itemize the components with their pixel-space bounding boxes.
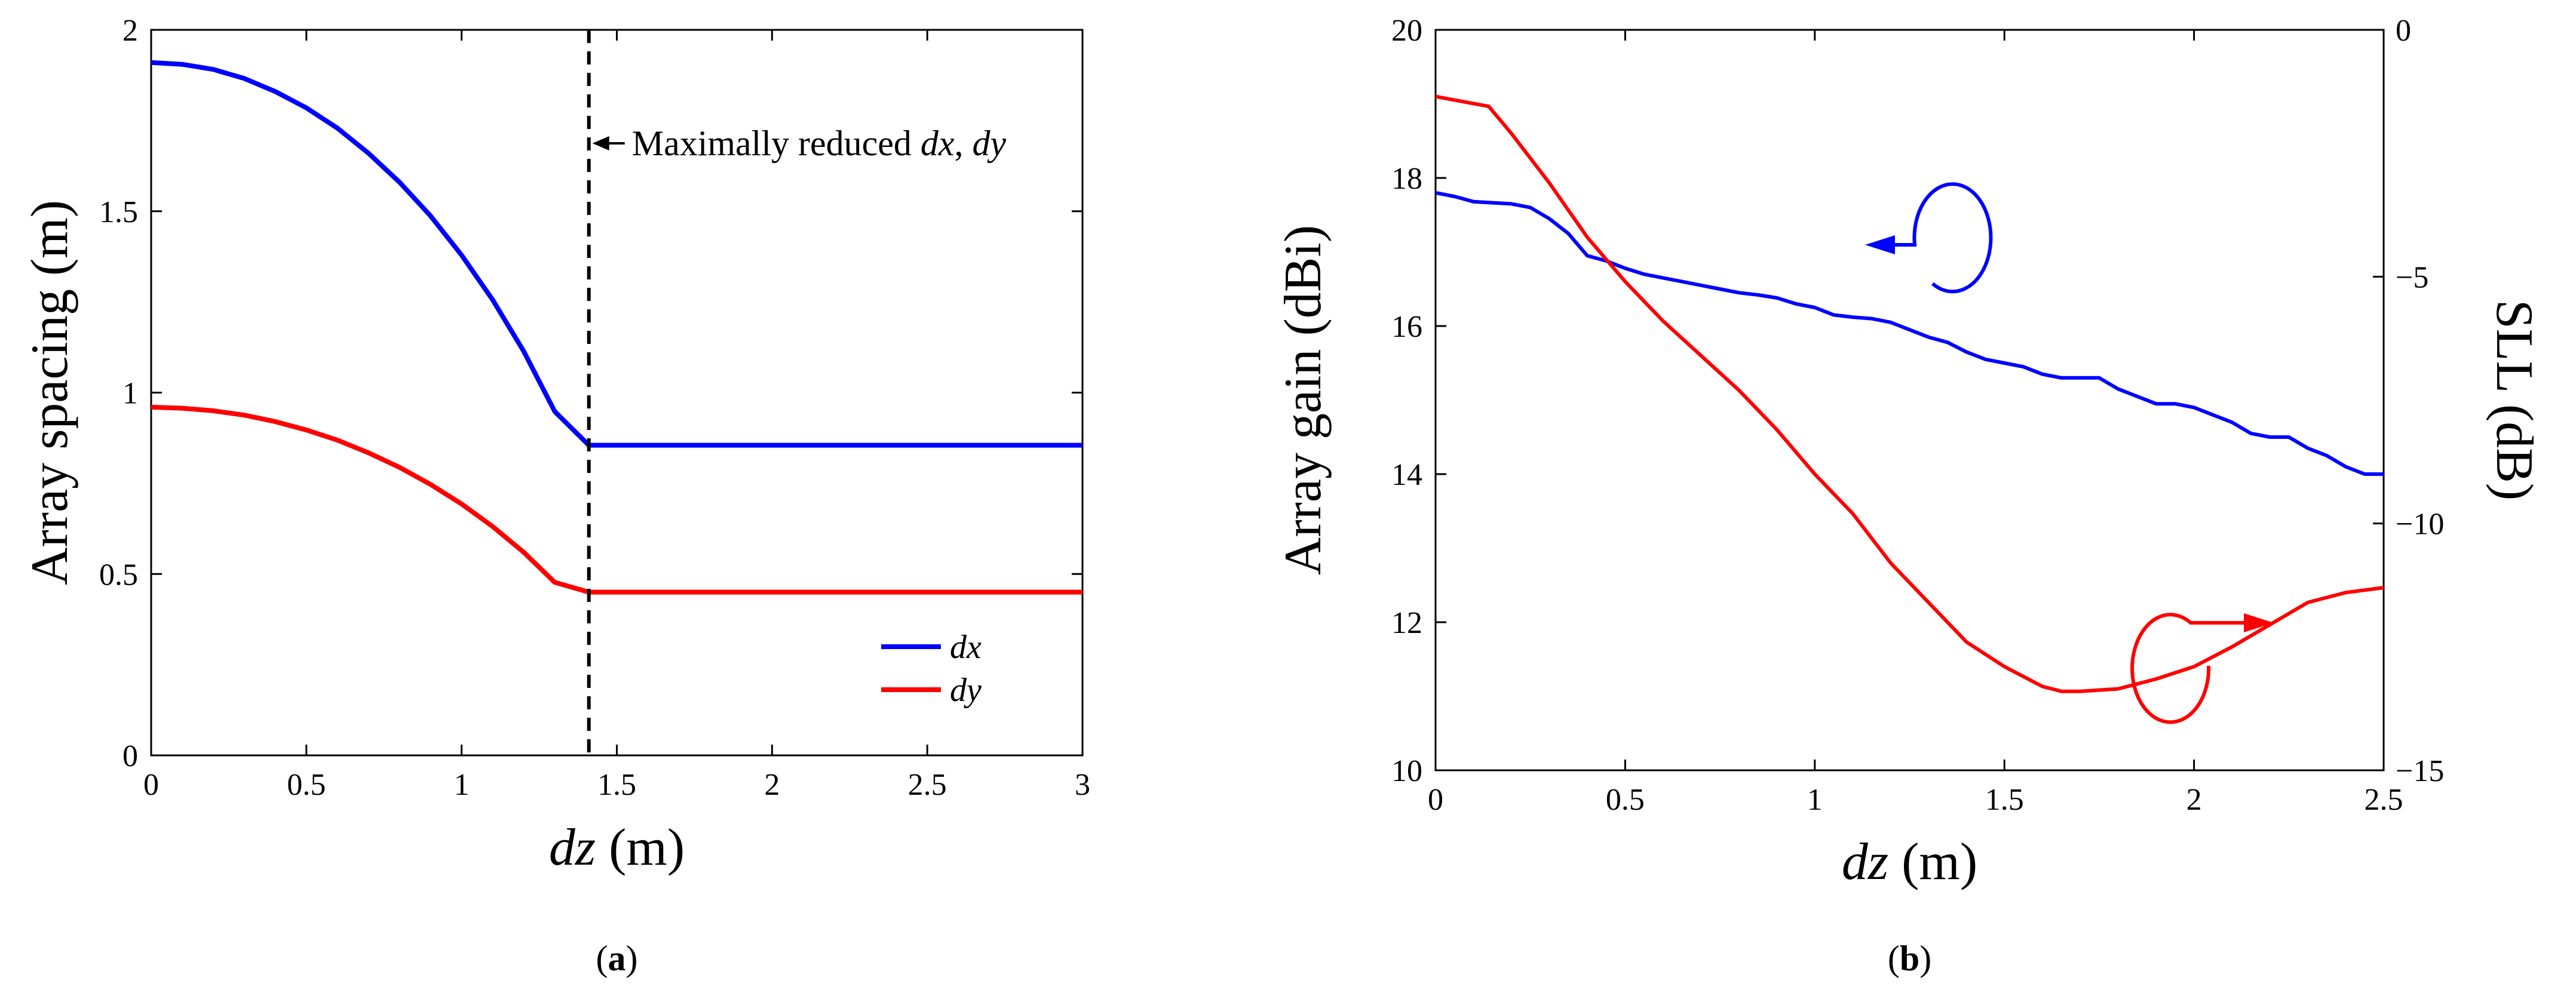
x-tick-label: 0.5: [1606, 783, 1645, 817]
series-line-dx: [151, 60, 1082, 448]
y-tick-label: 12: [1391, 606, 1422, 640]
panel-a-legend: dx dy: [881, 629, 982, 709]
legend-label-dx: dx: [950, 629, 982, 666]
gain-axis-indicator: [1865, 182, 1993, 294]
y-tick-label: 0: [122, 739, 138, 773]
panel-b-plot-frame: [1434, 29, 2385, 771]
x-tick-label: 0: [143, 768, 159, 802]
annotation-text-dx: dx: [921, 124, 955, 163]
y-tick-label: 10: [1391, 754, 1422, 788]
series-line-sll: [1435, 94, 2384, 693]
x-tick-label: 2.5: [908, 768, 947, 802]
panel-b-y-axis-title: Array gain (dBi): [1274, 225, 1332, 575]
panel-label-paren-open: (: [1888, 939, 1900, 978]
panel-a-annotation: Maximally reduced dx, dy: [592, 124, 1007, 163]
annotation-text: Maximally reduced dx, dy: [632, 124, 1007, 163]
panel-a-chart: 0 0.5 1 1.5 2 2.5 3 0 0.5 1 1.5 2 Maximally reduced…: [21, 14, 1090, 877]
panel-label-letter: b: [1900, 939, 1919, 978]
sll-axis-indicator: [2130, 613, 2274, 724]
panel-label-paren-close: ): [626, 939, 638, 978]
y2-tick-label: 0: [2396, 14, 2411, 48]
panel-label-paren-open: (: [596, 939, 608, 978]
x-axis-title-variable: dz: [549, 819, 596, 877]
panel-a-series: [151, 60, 1082, 595]
series-line-array-gain: [1435, 190, 2384, 476]
y2-tick-label: −15: [2396, 754, 2444, 788]
panel-b-chart: 0 0.5 1 1.5 2 2.5 10 12 14 16 18 20 −15 −10 −5 0 dz (m)…: [1274, 14, 2543, 891]
y-tick-label: 14: [1391, 458, 1422, 492]
panel-b-series: [1435, 94, 2384, 693]
panel-a-label: (a): [596, 939, 638, 978]
y-tick-label: 16: [1391, 310, 1422, 344]
y-tick-label: 2: [122, 14, 138, 48]
y-tick-label: 1.5: [99, 195, 138, 229]
x-tick-label: 1: [1807, 783, 1823, 817]
annotation-text-plain: Maximally reduced: [632, 124, 921, 163]
y-tick-label: 0.5: [99, 558, 138, 592]
legend-label-dy: dy: [950, 672, 982, 709]
x-tick-label: 0.5: [287, 768, 326, 802]
panel-label-letter: a: [608, 939, 626, 978]
circular-arrow-icon: [2130, 613, 2246, 724]
y-tick-label: 20: [1391, 14, 1422, 48]
x-axis-title-unit: (m): [596, 819, 685, 877]
circular-arrow-icon: [1895, 182, 1993, 294]
panel-b-ticks: 0 0.5 1 1.5 2 2.5 10 12 14 16 18 20 −15 −10 −5 0: [1391, 14, 2444, 817]
x-tick-label: 1.5: [597, 768, 636, 802]
x-axis-title-unit: (m): [1888, 833, 1977, 891]
annotation-text-dy: dy: [973, 124, 1007, 163]
panel-b-x-axis-title: dz (m): [1842, 833, 1977, 891]
annotation-arrow-head: [592, 136, 609, 150]
left-arrow-head-icon: [1865, 235, 1895, 254]
x-tick-label: 1: [454, 768, 470, 802]
y2-tick-label: −10: [2396, 508, 2444, 542]
y-tick-label: 1: [122, 377, 138, 411]
x-tick-label: 1.5: [1985, 783, 2024, 817]
series-line-dy: [151, 404, 1082, 595]
panel-a-ticks: 0 0.5 1 1.5 2 2.5 3 0 0.5 1 1.5 2: [99, 14, 1090, 802]
x-axis-title-variable: dz: [1842, 833, 1888, 891]
x-tick-label: 2: [2186, 783, 2202, 817]
x-tick-label: 0: [1428, 783, 1443, 817]
annotation-text-separator: ,: [955, 124, 973, 163]
panel-b-label: (b): [1888, 939, 1931, 978]
right-arrow-head-icon: [2244, 613, 2274, 632]
x-tick-label: 2.5: [2365, 783, 2403, 817]
panel-b-y2-axis-title: SLL (dB): [2485, 300, 2543, 501]
x-tick-label: 3: [1075, 768, 1090, 802]
panel-a-y-axis-title: Array spacing (m): [21, 200, 79, 585]
y2-tick-label: −5: [2396, 260, 2428, 294]
panel-label-paren-close: ): [1919, 939, 1931, 978]
panel-a-x-axis-title: dz (m): [549, 819, 685, 877]
y-tick-label: 18: [1391, 162, 1422, 196]
x-tick-label: 2: [764, 768, 780, 802]
